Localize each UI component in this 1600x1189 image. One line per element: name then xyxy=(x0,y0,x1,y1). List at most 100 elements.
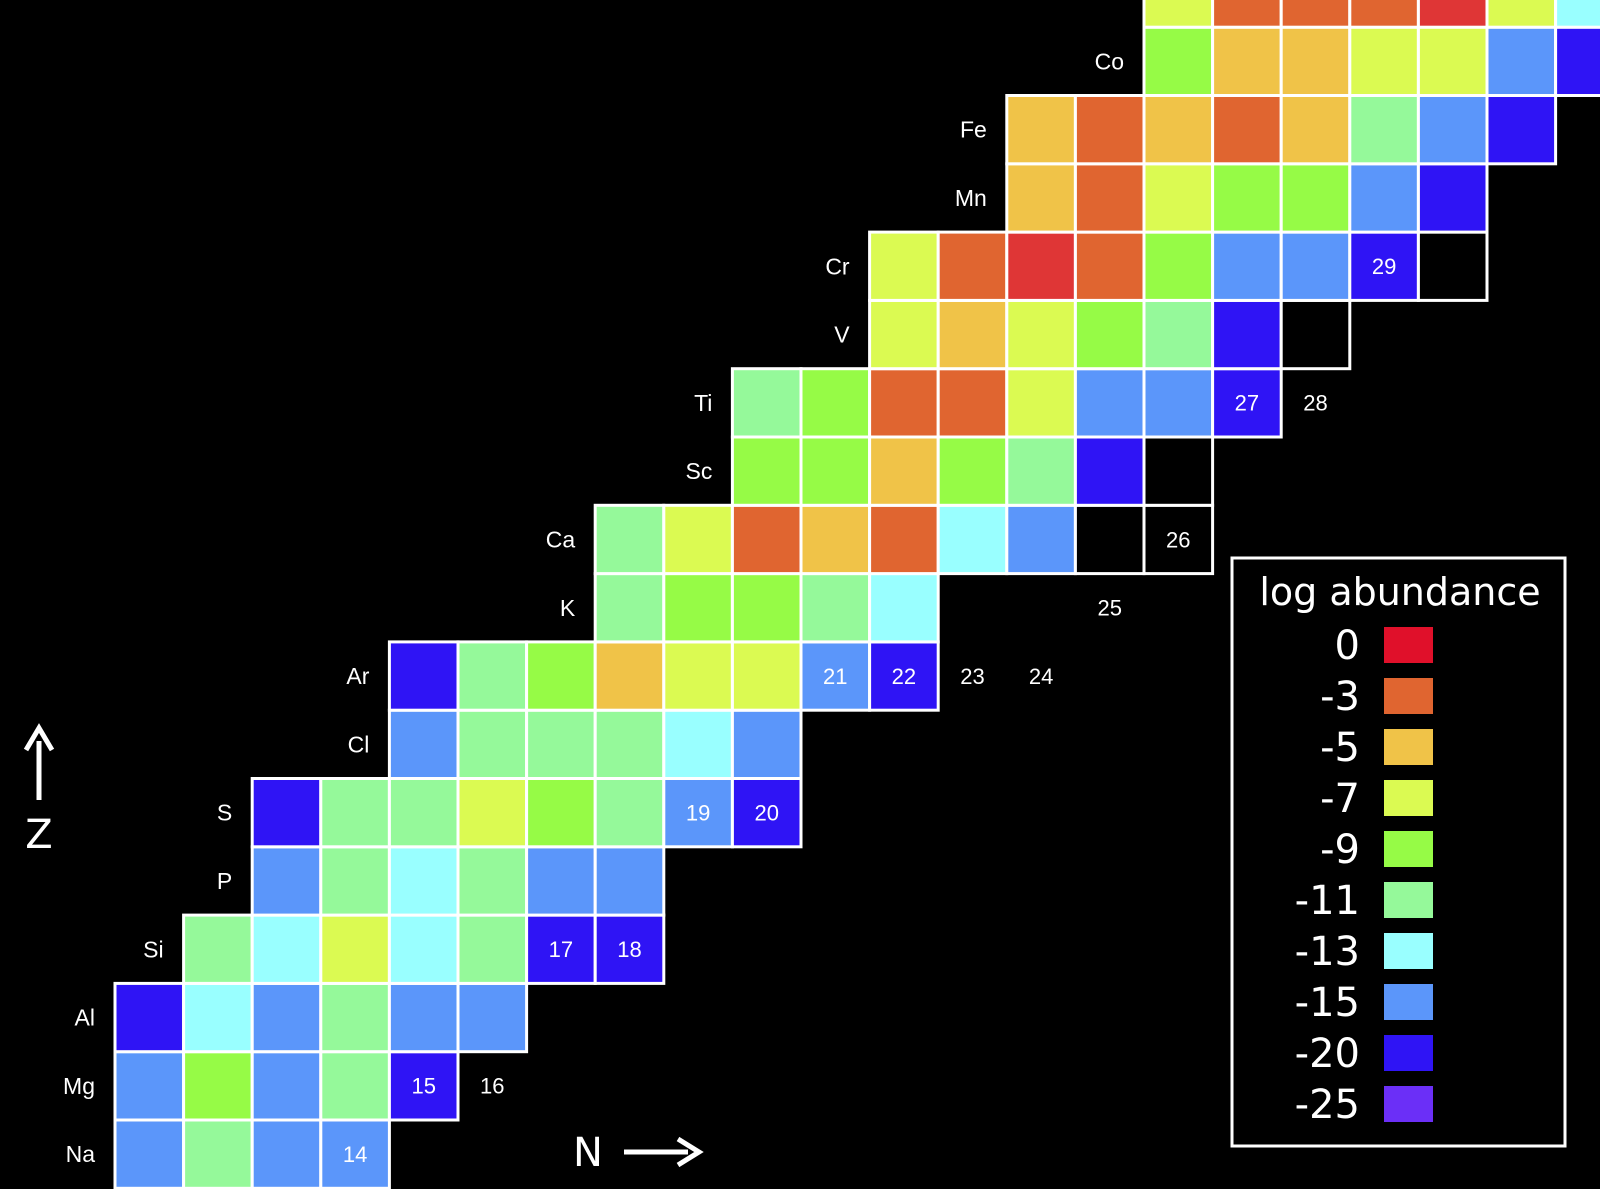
nuclide-cell-z26-n27 xyxy=(1211,94,1283,166)
legend-swatch-3 xyxy=(1384,780,1433,816)
nuclide-cell-z28-n32 xyxy=(1554,0,1600,29)
nuclide-cell-z14-n18 xyxy=(593,913,666,985)
nuclide-cell-z26-n25 xyxy=(1073,94,1146,166)
element-label-al: Al xyxy=(75,1005,95,1031)
nuclide-cell-z21-n25 xyxy=(1073,435,1146,507)
n-label-25: 25 xyxy=(1097,596,1121,621)
element-label-si: Si xyxy=(143,936,163,962)
nuclide-cell-z20-n20 xyxy=(730,503,803,576)
nuclide-cell-z22-n26 xyxy=(1142,367,1215,439)
nuclide-cell-z12-n11 xyxy=(113,1050,186,1122)
nuclide-cell-z25-n27 xyxy=(1211,162,1283,234)
nuclide-cell-z16-n17 xyxy=(525,777,597,849)
element-label-ar: Ar xyxy=(346,663,369,689)
nuclide-cell-z17-n15 xyxy=(387,708,460,781)
legend-entries: 0 -3 -5 -7 -9 -11 -13 -15 -20 -25 xyxy=(1295,623,1433,1128)
nuclide-cell-z11-n14 xyxy=(319,1118,391,1189)
legend-swatch-8 xyxy=(1384,1035,1433,1071)
nuclide-cell-z25-n26 xyxy=(1142,162,1215,234)
nuclide-cell-z17-n17 xyxy=(525,708,597,781)
nuclide-cell-z24-n30 xyxy=(1416,230,1489,302)
nuclide-cell-z20-n24 xyxy=(1005,503,1077,576)
nuclide-cell-z12-n12 xyxy=(182,1050,254,1122)
nuclide-cell-z26-n26 xyxy=(1142,94,1215,166)
nuclide-cell-z27-n32 xyxy=(1554,25,1600,98)
n-label-15: 15 xyxy=(411,1074,435,1099)
element-label-ca: Ca xyxy=(546,527,576,553)
nuclide-cell-z18-n17 xyxy=(525,640,597,712)
n-label-22: 22 xyxy=(892,664,916,689)
nuclide-cell-z22-n22 xyxy=(868,367,940,439)
n-label-21: 21 xyxy=(823,664,847,689)
nuclide-cell-z26-n31 xyxy=(1485,94,1558,166)
nuclide-cell-z18-n20 xyxy=(730,640,803,712)
nuclide-cell-z23-n23 xyxy=(936,298,1009,371)
legend-label-8: -20 xyxy=(1295,1031,1360,1077)
legend-swatch-5 xyxy=(1384,882,1433,918)
legend-label-3: -7 xyxy=(1320,776,1360,822)
legend-title: log abundance xyxy=(1259,570,1540,614)
legend-swatch-2 xyxy=(1384,729,1433,765)
nuclide-cell-z17-n18 xyxy=(593,708,666,781)
nuclide-cell-z14-n16 xyxy=(456,913,529,985)
nuclide-cell-z27-n28 xyxy=(1279,25,1352,98)
element-label-sc: Sc xyxy=(686,458,713,484)
legend-label-2: -5 xyxy=(1320,725,1360,771)
nuclide-cell-z20-n22 xyxy=(868,503,940,576)
nuclide-cell-z28-n31 xyxy=(1485,0,1558,29)
nuclide-cell-z16-n16 xyxy=(456,777,529,849)
nuclide-cell-z13-n12 xyxy=(182,981,254,1054)
nuclide-cell-z18-n18 xyxy=(593,640,666,712)
nuclide-cell-z26-n29 xyxy=(1348,94,1420,166)
nuclide-cell-z27-n29 xyxy=(1348,25,1420,98)
nuclide-cell-z27-n30 xyxy=(1416,25,1489,98)
nuclide-cell-z16-n14 xyxy=(319,777,391,849)
z-axis-label: Z xyxy=(25,812,52,858)
nuclide-cell-z21-n20 xyxy=(730,435,803,507)
nuclide-cell-z28-n27 xyxy=(1211,0,1283,29)
nuclide-cell-z19-n18 xyxy=(593,572,666,644)
legend-swatch-4 xyxy=(1384,831,1433,867)
nuclide-cell-z23-n22 xyxy=(868,298,940,371)
nuclide-cell-z15-n14 xyxy=(319,845,391,917)
n-axis-indicator: N xyxy=(573,1130,704,1176)
nuclide-cell-z21-n21 xyxy=(799,435,872,507)
nuclide-cell-z22-n23 xyxy=(936,367,1009,439)
nuclide-cell-z20-n18 xyxy=(593,503,666,576)
nuclide-cell-z18-n15 xyxy=(387,640,460,712)
nuclide-cell-z18-n19 xyxy=(662,640,734,712)
nuclide-cell-z25-n25 xyxy=(1073,162,1146,234)
nuclide-cell-z13-n11 xyxy=(113,981,186,1054)
nuclide-cell-z19-n19 xyxy=(662,572,734,644)
nuclide-cell-z20-n25 xyxy=(1073,503,1146,576)
nuclide-cell-z20-n21 xyxy=(799,503,872,576)
nuclide-cell-z23-n24 xyxy=(1005,298,1077,371)
nuclide-cell-z11-n12 xyxy=(182,1118,254,1189)
n-axis-label: N xyxy=(573,1130,603,1176)
element-label-mn: Mn xyxy=(955,185,987,211)
nuclide-cell-z27-n27 xyxy=(1211,25,1283,98)
nuclide-cell-z24-n29 xyxy=(1348,230,1420,302)
nuclide-cell-z24-n23 xyxy=(936,230,1009,302)
nuclide-cell-z25-n30 xyxy=(1416,162,1489,234)
legend-label-6: -13 xyxy=(1295,929,1360,975)
element-label-cl: Cl xyxy=(348,731,370,757)
nuclide-cell-z21-n24 xyxy=(1005,435,1077,507)
nuclide-cell-z21-n22 xyxy=(868,435,940,507)
nuclide-cell-z27-n31 xyxy=(1485,25,1558,98)
nuclide-cell-z19-n21 xyxy=(799,572,872,644)
nuclide-cell-z13-n13 xyxy=(250,981,323,1054)
nuclide-cell-z19-n22 xyxy=(868,572,940,644)
nuclide-cell-z11-n13 xyxy=(250,1118,323,1189)
nuclide-cell-z24-n26 xyxy=(1142,230,1215,302)
nuclide-cell-z27-n26 xyxy=(1142,25,1215,98)
nuclide-cell-z18-n22 xyxy=(868,640,940,712)
nuclide-cell-z25-n29 xyxy=(1348,162,1420,234)
legend-swatch-0 xyxy=(1384,627,1433,663)
nuclide-cell-z24-n25 xyxy=(1073,230,1146,302)
neutron-labels: 1314151617181920212223242526272829 xyxy=(343,254,1396,1167)
n-label-23: 23 xyxy=(960,664,984,689)
nuclide-cell-z28-n28 xyxy=(1279,0,1352,29)
n-label-29: 29 xyxy=(1372,254,1396,279)
